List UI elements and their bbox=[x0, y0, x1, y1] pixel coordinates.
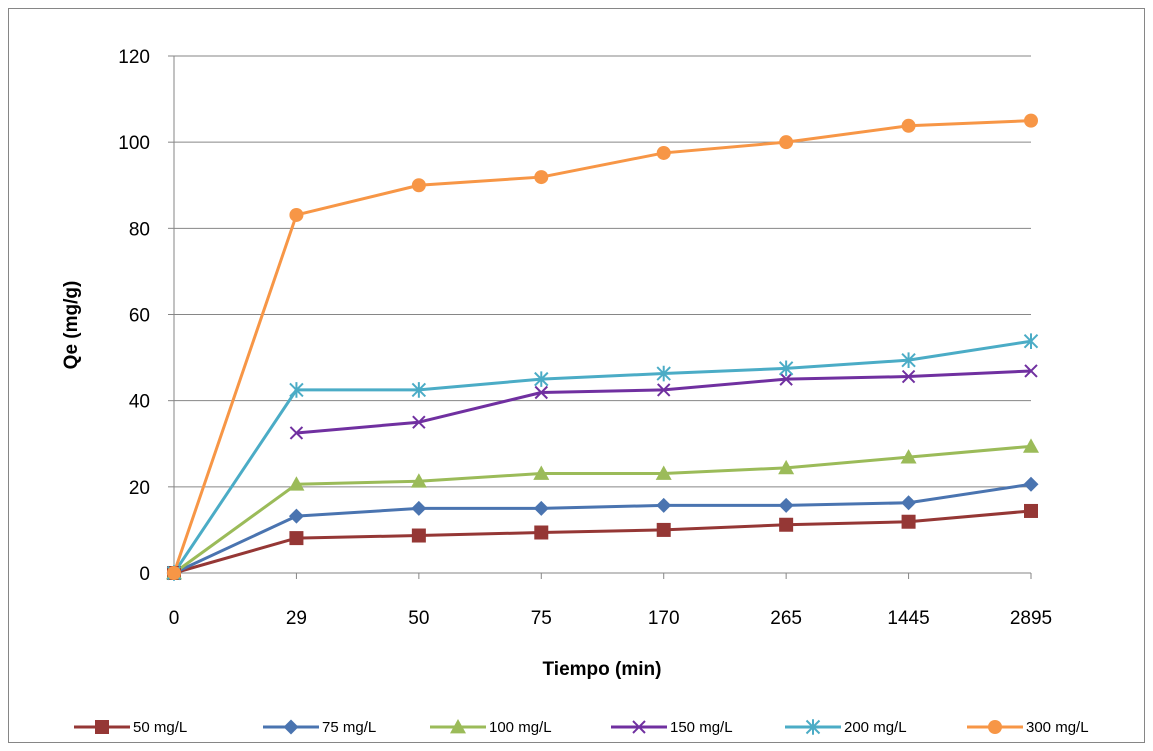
legend-entry-3: 100 mg/L bbox=[430, 719, 552, 736]
legend-swatch-marker bbox=[95, 720, 109, 734]
data-point-series-5 bbox=[411, 382, 427, 398]
legend-entry-6: 300 mg/L bbox=[967, 719, 1089, 736]
series-lines bbox=[172, 119, 1032, 575]
legend-swatch-marker bbox=[988, 720, 1002, 734]
tick-labels: 0 20 40 60 80 100 120 0 29 50 75 170 265 1445 2895 bbox=[118, 47, 1052, 629]
data-point-series-3 bbox=[900, 449, 917, 464]
x-tick-label: 75 bbox=[531, 608, 552, 629]
data-point-series-1 bbox=[1024, 503, 1038, 518]
axes bbox=[168, 55, 1032, 579]
legend-label: 50 mg/L bbox=[133, 719, 187, 736]
legend-swatch-marker bbox=[632, 720, 646, 734]
data-point-series-5 bbox=[656, 365, 671, 382]
y-tick-label: 100 bbox=[118, 133, 150, 154]
legend-entry-2: 75 mg/L bbox=[263, 719, 376, 736]
data-point-series-6 bbox=[167, 566, 181, 580]
data-point-series-1 bbox=[534, 525, 549, 540]
legend-label: 100 mg/L bbox=[489, 719, 552, 736]
x-tick-label: 29 bbox=[286, 608, 307, 629]
y-tick-label: 20 bbox=[129, 478, 150, 499]
legend-entry-5: 200 mg/L bbox=[785, 719, 907, 736]
data-point-series-4 bbox=[657, 383, 671, 397]
data-point-series-3 bbox=[533, 465, 550, 480]
series-markers bbox=[166, 113, 1039, 581]
x-tick-label: 170 bbox=[648, 608, 680, 629]
data-point-series-3 bbox=[778, 459, 795, 475]
series-line-2 bbox=[173, 482, 1032, 575]
series-line-6 bbox=[172, 119, 1032, 574]
data-point-series-5 bbox=[901, 352, 916, 368]
data-point-series-4 bbox=[901, 369, 916, 384]
y-tick-label: 60 bbox=[129, 306, 150, 327]
legend-entry-4: 150 mg/L bbox=[611, 719, 733, 736]
data-point-series-1 bbox=[901, 514, 916, 529]
data-point-series-3 bbox=[288, 476, 305, 491]
data-point-series-3 bbox=[655, 465, 672, 480]
data-point-series-6 bbox=[779, 135, 794, 150]
legend-swatch-marker bbox=[450, 719, 466, 734]
y-axis-title: Qe (mg/g) bbox=[61, 281, 82, 370]
data-point-series-6 bbox=[534, 170, 549, 185]
x-tick-label: 2895 bbox=[1010, 608, 1052, 629]
data-point-series-2 bbox=[656, 497, 672, 513]
y-tick-label: 80 bbox=[129, 219, 150, 240]
series-line-5 bbox=[172, 339, 1032, 574]
x-tick-label: 265 bbox=[770, 608, 802, 629]
data-point-series-5 bbox=[289, 382, 304, 398]
data-point-series-2 bbox=[901, 495, 917, 511]
data-point-series-2 bbox=[533, 500, 549, 516]
legend-label: 200 mg/L bbox=[844, 719, 907, 736]
legend-swatch-marker bbox=[283, 719, 299, 735]
x-tick-label: 50 bbox=[408, 608, 429, 629]
legend-label: 300 mg/L bbox=[1026, 719, 1089, 736]
data-point-series-3 bbox=[1023, 438, 1039, 453]
data-point-series-6 bbox=[901, 118, 916, 133]
data-point-series-2 bbox=[411, 500, 427, 516]
x-axis-title: Tiempo (min) bbox=[543, 659, 662, 680]
legend: 50 mg/L 75 mg/L 100 mg/L 150 mg/L 200 mg/L 30… bbox=[74, 719, 1089, 736]
data-point-series-4 bbox=[779, 372, 793, 386]
data-point-series-2 bbox=[1023, 476, 1039, 492]
y-tick-label: 120 bbox=[118, 47, 150, 68]
x-tick-label: 0 bbox=[169, 608, 180, 629]
data-point-series-4 bbox=[1024, 364, 1038, 378]
x-tick-label: 1445 bbox=[887, 608, 929, 629]
data-point-series-1 bbox=[289, 531, 304, 546]
y-tick-label: 40 bbox=[129, 392, 150, 413]
data-point-series-1 bbox=[779, 517, 794, 532]
data-point-series-2 bbox=[778, 497, 794, 513]
chart-frame: 0 20 40 60 80 100 120 0 29 50 75 170 265 1445 2895 Qe … bbox=[8, 8, 1145, 743]
chart-svg: 0 20 40 60 80 100 120 0 29 50 75 170 265 1445 2895 Qe … bbox=[61, 47, 1089, 736]
legend-swatch-marker bbox=[805, 719, 821, 735]
y-tick-label: 0 bbox=[139, 564, 150, 585]
data-point-series-5 bbox=[1023, 333, 1039, 350]
data-point-series-6 bbox=[656, 145, 671, 160]
data-point-series-1 bbox=[411, 528, 426, 543]
data-point-series-4 bbox=[289, 426, 304, 440]
data-point-series-5 bbox=[534, 371, 549, 387]
data-point-series-1 bbox=[656, 522, 671, 537]
data-point-series-3 bbox=[410, 473, 427, 488]
data-point-series-6 bbox=[1024, 113, 1038, 128]
data-point-series-6 bbox=[289, 207, 304, 222]
data-point-series-4 bbox=[412, 415, 426, 429]
data-point-series-6 bbox=[411, 178, 426, 193]
data-point-series-4 bbox=[534, 385, 548, 400]
legend-label: 75 mg/L bbox=[322, 719, 376, 736]
data-point-series-5 bbox=[778, 360, 794, 377]
series-line-1 bbox=[173, 509, 1032, 575]
legend-label: 150 mg/L bbox=[670, 719, 733, 736]
series-line-3 bbox=[173, 444, 1032, 575]
gridlines bbox=[174, 55, 1031, 488]
data-point-series-2 bbox=[288, 508, 304, 524]
legend-entry-1: 50 mg/L bbox=[74, 719, 187, 736]
